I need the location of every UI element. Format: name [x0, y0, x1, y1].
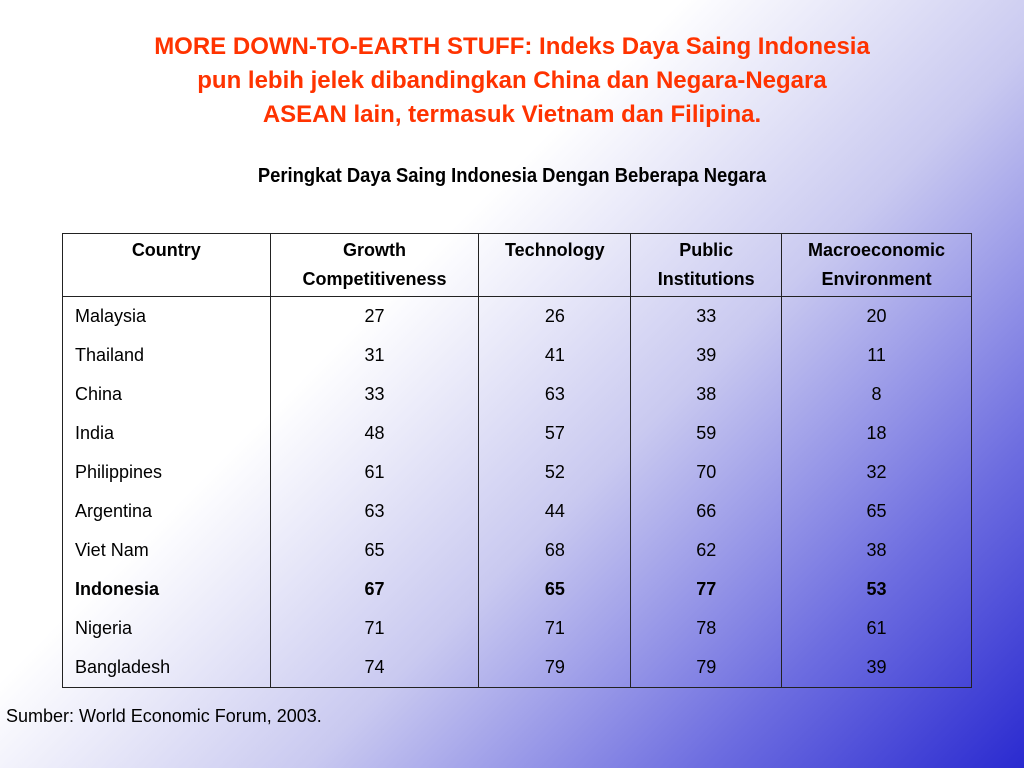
slide-title: MORE DOWN-TO-EARTH STUFF: Indeks Daya Sa… — [0, 30, 1024, 132]
value-cell: 27 — [269, 296, 480, 336]
country-cell: Philippines — [62, 453, 271, 492]
table-row: Philippines 61 52 70 32 — [62, 453, 972, 492]
value-cell: 38 — [781, 531, 972, 570]
header-technology: Technology — [478, 233, 632, 297]
value-cell: 79 — [630, 648, 783, 688]
country-cell: Nigeria — [62, 609, 271, 648]
value-cell: 61 — [781, 609, 972, 648]
table-row: Malaysia 27 26 33 20 — [62, 296, 972, 336]
value-cell: 26 — [478, 296, 632, 336]
value-cell: 71 — [269, 609, 480, 648]
country-cell: Malaysia — [62, 296, 271, 336]
table-body: Malaysia 27 26 33 20 Thailand 31 41 39 11 China 33 6… — [62, 296, 972, 688]
table-header-row: Country Growth Competitiveness Technolog… — [62, 233, 972, 297]
value-cell: 78 — [630, 609, 783, 648]
value-cell: 20 — [781, 296, 972, 336]
value-cell: 32 — [781, 453, 972, 492]
table-row: Nigeria 71 71 78 61 — [62, 609, 972, 648]
value-cell: 65 — [269, 531, 480, 570]
country-cell: India — [62, 414, 271, 453]
table-row: Argentina 63 44 66 65 — [62, 492, 972, 531]
title-line-1: MORE DOWN-TO-EARTH STUFF: Indeks Daya Sa… — [154, 33, 870, 60]
header-country: Country — [62, 233, 271, 297]
table-row: India 48 57 59 18 — [62, 414, 972, 453]
value-cell: 65 — [781, 492, 972, 531]
value-cell: 8 — [781, 375, 972, 414]
value-cell: 18 — [781, 414, 972, 453]
value-cell: 61 — [269, 453, 480, 492]
value-cell: 39 — [630, 336, 783, 375]
value-cell: 62 — [630, 531, 783, 570]
value-cell: 33 — [269, 375, 480, 414]
value-cell: 57 — [478, 414, 632, 453]
value-cell: 44 — [478, 492, 632, 531]
value-cell: 67 — [269, 570, 480, 609]
value-cell: 65 — [478, 570, 632, 609]
header-macroeconomic-environment: Macroeconomic Environment — [781, 233, 972, 297]
title-line-2: pun lebih jelek dibandingkan China dan N… — [197, 67, 827, 94]
value-cell: 53 — [781, 570, 972, 609]
country-cell: Viet Nam — [62, 531, 271, 570]
value-cell: 77 — [630, 570, 783, 609]
value-cell: 70 — [630, 453, 783, 492]
value-cell: 68 — [478, 531, 632, 570]
value-cell: 39 — [781, 648, 972, 688]
value-cell: 59 — [630, 414, 783, 453]
header-growth-competitiveness: Growth Competitiveness — [269, 233, 480, 297]
value-cell: 63 — [478, 375, 632, 414]
value-cell: 38 — [630, 375, 783, 414]
header-public-institutions: Public Institutions — [630, 233, 783, 297]
value-cell: 48 — [269, 414, 480, 453]
value-cell: 41 — [478, 336, 632, 375]
table-row: Indonesia 67 65 77 53 — [62, 570, 972, 609]
value-cell: 71 — [478, 609, 632, 648]
table-row: Bangladesh 74 79 79 39 — [62, 648, 972, 688]
country-cell: Bangladesh — [62, 648, 271, 688]
country-cell: Indonesia — [62, 570, 271, 609]
table-subtitle: Peringkat Daya Saing Indonesia Dengan Be… — [257, 165, 767, 187]
value-cell: 79 — [478, 648, 632, 688]
value-cell: 63 — [269, 492, 480, 531]
value-cell: 66 — [630, 492, 783, 531]
source-note: Sumber: World Economic Forum, 2003. — [6, 706, 322, 726]
title-line-3: ASEAN lain, termasuk Vietnam dan Filipin… — [262, 101, 762, 128]
table-row: China 33 63 38 8 — [62, 375, 972, 414]
country-cell: Thailand — [62, 336, 271, 375]
table-row: Thailand 31 41 39 11 — [62, 336, 972, 375]
competitiveness-table: Country Growth Competitiveness Technolog… — [62, 233, 972, 688]
country-cell: China — [62, 375, 271, 414]
value-cell: 33 — [630, 296, 783, 336]
table-row: Viet Nam 65 68 62 38 — [62, 531, 972, 570]
value-cell: 52 — [478, 453, 632, 492]
value-cell: 11 — [781, 336, 972, 375]
value-cell: 74 — [269, 648, 480, 688]
country-cell: Argentina — [62, 492, 271, 531]
value-cell: 31 — [269, 336, 480, 375]
